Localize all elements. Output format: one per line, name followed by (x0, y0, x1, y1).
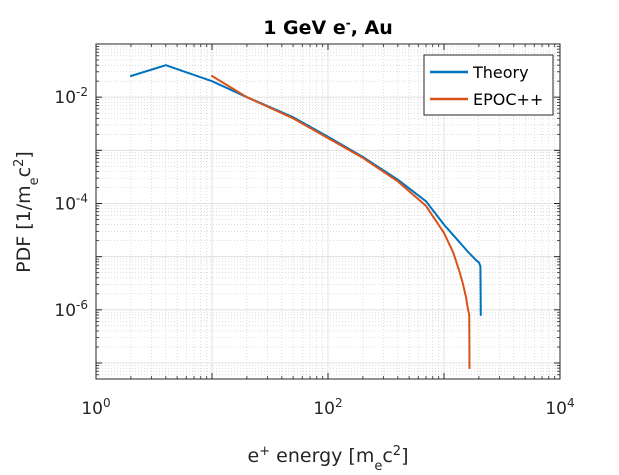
y-tick-label-exponent: -2 (76, 85, 88, 99)
chart-title-tail: , Au (351, 17, 393, 39)
y-tick-label: 10-6 (54, 298, 88, 321)
series-line-theory (129, 64, 482, 316)
y-axis-label-part: ] (13, 151, 35, 158)
x-axis-label: e+ energy [mec2] (248, 444, 409, 474)
y-axis-label-superscript: 2 (12, 159, 27, 167)
x-axis-label-part: energy [m (270, 445, 374, 467)
chart-title-superscript: - (346, 16, 351, 30)
x-axis-label-superscript: 2 (393, 444, 401, 459)
y-tick-label-base: 10 (54, 301, 76, 321)
series-layer (129, 64, 482, 370)
y-tick-label-base: 10 (54, 88, 76, 108)
x-tick-label-exponent: 4 (567, 396, 575, 410)
y-axis-label: PDF [1/mec2] (12, 151, 42, 273)
x-tick-label-exponent: 2 (335, 396, 343, 410)
x-axis-label-part: e (248, 445, 260, 467)
x-axis-label-subscript: e (374, 459, 382, 474)
series-line-epoc (211, 75, 471, 370)
axes-box (95, 43, 561, 380)
x-tick-label-base: 10 (313, 399, 335, 419)
x-tick-labels: 100 102 104 (81, 396, 574, 419)
x-axis-label-part: c (382, 445, 392, 467)
chart-title: 1 GeV e-, Au (263, 16, 393, 39)
x-tick-label-base: 10 (81, 399, 103, 419)
y-tick-label: 10-4 (54, 191, 88, 214)
legend: Theory EPOC++ (423, 54, 554, 116)
y-axis-label-part: PDF [1/m (13, 185, 35, 272)
legend-box (423, 54, 554, 116)
chart-title-main: 1 GeV e (263, 17, 346, 39)
y-tick-label: 10-2 (54, 85, 88, 108)
x-tick-label-exponent: 0 (103, 396, 111, 410)
x-axis-label-superscript: + (259, 444, 270, 459)
y-tick-label-base: 10 (54, 194, 76, 214)
y-tick-label-exponent: -6 (76, 298, 88, 312)
x-axis-label-part: ] (401, 445, 408, 467)
y-axis-label-part: c (13, 167, 35, 177)
y-tick-label-exponent: -4 (76, 191, 88, 205)
y-axis-label-subscript: e (27, 177, 42, 185)
legend-label-epoc: EPOC++ (473, 90, 543, 109)
x-tick-label: 104 (545, 396, 574, 419)
x-tick-label-base: 10 (545, 399, 567, 419)
x-tick-label: 100 (81, 396, 110, 419)
legend-label-theory: Theory (472, 63, 529, 82)
x-tick-label: 102 (313, 396, 342, 419)
y-tick-labels: 10-610-410-2 (54, 85, 88, 321)
